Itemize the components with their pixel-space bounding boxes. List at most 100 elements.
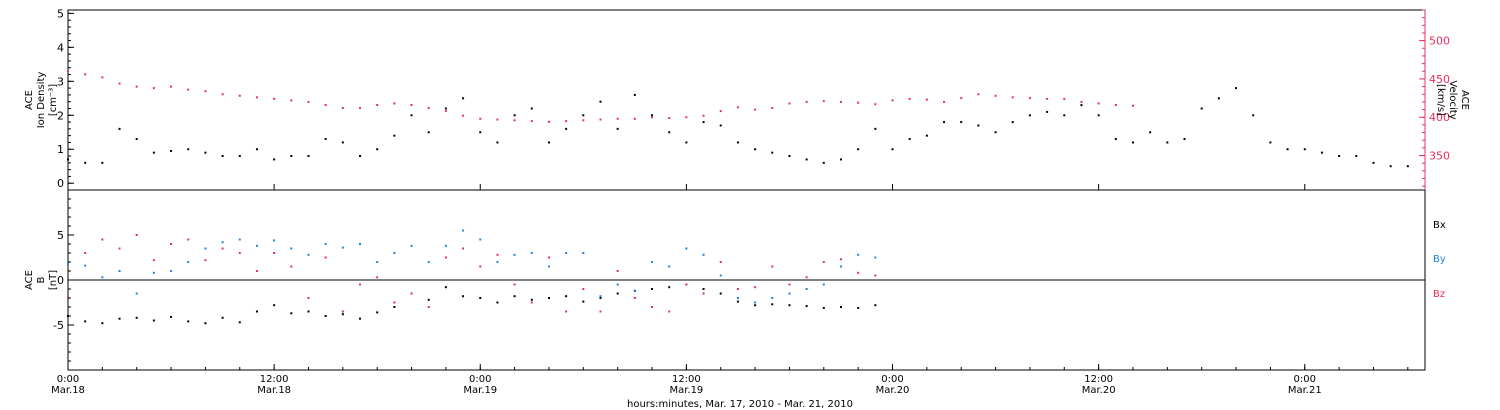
bx-point [307, 310, 310, 313]
by-point [530, 252, 533, 254]
bx-point [444, 286, 447, 289]
density-point [977, 124, 980, 127]
density-point [410, 114, 413, 117]
velocity-point [187, 88, 190, 91]
density-point [582, 114, 585, 117]
top-left-tick-label: 2 [57, 109, 64, 122]
density-point [839, 158, 842, 161]
by-point [857, 253, 860, 256]
bz-point [702, 292, 705, 295]
velocity-point [874, 103, 877, 106]
bx-point [839, 306, 842, 308]
bz-point [462, 247, 465, 250]
bz-point [599, 310, 602, 313]
density-point [1183, 138, 1186, 141]
velocity-point [273, 97, 276, 100]
by-point [290, 247, 293, 250]
density-point [754, 148, 757, 151]
density-point [891, 148, 894, 151]
bz-point [238, 252, 241, 254]
velocity-point [908, 97, 911, 100]
density-point [1131, 141, 1134, 144]
top-panel-frame [67, 9, 1426, 191]
bx-point [290, 312, 293, 315]
density-point [135, 138, 138, 141]
bz-point [565, 310, 568, 313]
velocity-point [341, 107, 344, 110]
by-point [238, 238, 241, 241]
right-tick-label: 400 [1429, 111, 1450, 124]
velocity-point [857, 101, 860, 104]
bz-point [754, 286, 757, 289]
density-point [1372, 161, 1375, 164]
velocity-point [496, 118, 499, 121]
velocity-point [290, 99, 293, 102]
bx-point [221, 316, 224, 319]
density-point [1217, 97, 1220, 100]
density-point [651, 114, 654, 117]
x-tick-time: 0:00 [881, 374, 903, 385]
bx-point [341, 313, 344, 316]
bz-point [685, 283, 688, 286]
density-point [702, 121, 705, 124]
density-point [1166, 141, 1169, 144]
velocity-point [1131, 104, 1134, 107]
bx-point [273, 304, 276, 307]
bz-point [135, 234, 138, 236]
bz-point [118, 247, 121, 250]
bottom-ylabel-line3: [nT] [48, 270, 59, 290]
density-point [857, 148, 860, 151]
velocity-point [616, 117, 619, 120]
bottom-left-tick-label: 0 [57, 274, 64, 287]
velocity-point [1028, 97, 1031, 100]
velocity-point [633, 117, 636, 120]
velocity-point [1011, 96, 1014, 99]
by-point [101, 276, 104, 279]
x-tick-time: 0:00 [57, 374, 79, 385]
density-point [67, 158, 69, 161]
bx-point [427, 298, 430, 301]
bx-point [359, 317, 362, 320]
by-point [135, 292, 138, 295]
bx-point [805, 305, 808, 308]
density-point [685, 141, 688, 144]
by-point [204, 247, 207, 250]
velocity-point [977, 93, 980, 96]
by-point [651, 261, 654, 263]
velocity-point [547, 120, 550, 123]
velocity-point [238, 94, 241, 97]
bx-point [238, 321, 241, 324]
bx-point [736, 300, 739, 303]
density-point [376, 148, 379, 151]
bx-point [702, 288, 705, 290]
density-point [874, 127, 877, 130]
bx-point [719, 292, 722, 295]
density-point [238, 155, 241, 158]
bx-point [255, 310, 258, 313]
bx-point [565, 295, 568, 298]
bz-point [444, 256, 447, 259]
bx-point [530, 298, 533, 301]
velocity-point [839, 100, 842, 103]
by-point [874, 256, 877, 259]
bx-point [204, 322, 207, 325]
bz-point [187, 238, 190, 241]
velocity-point [1063, 97, 1066, 100]
density-point [1269, 141, 1272, 144]
bx-point [187, 320, 190, 323]
density-point [908, 138, 911, 141]
density-point [822, 161, 825, 164]
x-tick-date: Mar.18 [51, 385, 85, 396]
velocity-point [582, 119, 585, 122]
bx-point [651, 288, 654, 290]
density-point [1011, 121, 1014, 124]
bx-point [822, 306, 825, 309]
velocity-point [359, 107, 362, 110]
velocity-point [393, 102, 396, 105]
density-point [513, 114, 516, 117]
bz-point [479, 265, 482, 268]
bx-point [170, 315, 173, 318]
x-axis-title: hours:minutes, Mar. 17, 2010 - Mar. 21, … [627, 399, 853, 410]
density-point [479, 131, 482, 134]
bz-point [393, 301, 396, 304]
